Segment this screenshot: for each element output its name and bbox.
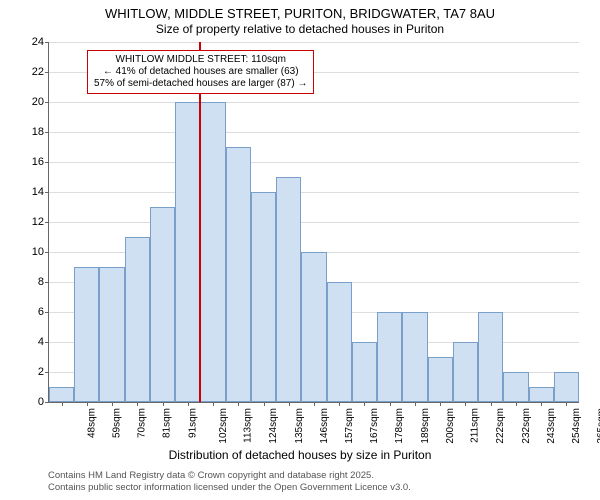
plot-area: 02468101214161820222448sqm59sqm70sqm81sq…	[48, 42, 579, 403]
ytick-label: 20	[32, 96, 49, 108]
gridline	[49, 222, 579, 223]
ytick-label: 24	[32, 36, 49, 48]
xtick-label: 189sqm	[420, 408, 431, 444]
xtick-mark	[440, 402, 441, 406]
xtick-mark	[289, 402, 290, 406]
xtick-label: 211sqm	[470, 408, 481, 443]
histogram-bar	[99, 267, 124, 402]
ytick-label: 16	[32, 156, 49, 168]
xtick-label: 157sqm	[344, 408, 355, 444]
xtick-mark	[390, 402, 391, 406]
attribution-line: Contains public sector information licen…	[48, 482, 411, 494]
chart-container: WHITLOW, MIDDLE STREET, PURITON, BRIDGWA…	[0, 0, 600, 500]
histogram-bar	[503, 372, 528, 402]
chart-title: WHITLOW, MIDDLE STREET, PURITON, BRIDGWA…	[0, 6, 600, 21]
xtick-mark	[541, 402, 542, 406]
ytick-label: 18	[32, 126, 49, 138]
reference-line	[199, 42, 201, 402]
ytick-label: 0	[38, 396, 49, 408]
annotation-line: 57% of semi-detached houses are larger (…	[94, 78, 307, 90]
attribution-line: Contains HM Land Registry data © Crown c…	[48, 470, 411, 482]
ytick-label: 4	[38, 336, 49, 348]
xtick-mark	[264, 402, 265, 406]
histogram-bar	[175, 102, 200, 402]
xtick-mark	[163, 402, 164, 406]
ytick-label: 2	[38, 366, 49, 378]
annotation-line: WHITLOW MIDDLE STREET: 110sqm	[94, 54, 307, 66]
gridline	[49, 42, 579, 43]
histogram-bar	[554, 372, 579, 402]
histogram-bar	[327, 282, 352, 402]
xtick-label: 48sqm	[86, 408, 97, 438]
histogram-bar	[402, 312, 427, 402]
histogram-bar	[352, 342, 377, 402]
histogram-bar	[529, 387, 554, 402]
xtick-mark	[516, 402, 517, 406]
xtick-label: 91sqm	[187, 408, 198, 438]
chart-subtitle: Size of property relative to detached ho…	[0, 22, 600, 36]
histogram-bar	[74, 267, 99, 402]
xtick-label: 59sqm	[111, 408, 122, 438]
histogram-bar	[377, 312, 402, 402]
xtick-label: 102sqm	[218, 408, 229, 444]
histogram-bar	[453, 342, 478, 402]
xtick-mark	[364, 402, 365, 406]
histogram-bar	[200, 102, 225, 402]
xtick-mark	[62, 402, 63, 406]
histogram-bar	[428, 357, 453, 402]
xtick-mark	[238, 402, 239, 406]
xtick-label: 222sqm	[496, 408, 507, 444]
xtick-label: 146sqm	[319, 408, 330, 444]
xtick-mark	[87, 402, 88, 406]
ytick-label: 12	[32, 216, 49, 228]
histogram-bar	[478, 312, 503, 402]
ytick-label: 14	[32, 186, 49, 198]
histogram-bar	[251, 192, 276, 402]
xtick-label: 113sqm	[242, 408, 253, 443]
annotation-line: ← 41% of detached houses are smaller (63…	[94, 66, 307, 78]
xtick-label: 70sqm	[137, 408, 148, 438]
xtick-mark	[339, 402, 340, 406]
gridline	[49, 132, 579, 133]
x-axis-label: Distribution of detached houses by size …	[0, 448, 600, 462]
ytick-label: 6	[38, 306, 49, 318]
xtick-label: 232sqm	[521, 408, 532, 444]
gridline	[49, 102, 579, 103]
xtick-mark	[213, 402, 214, 406]
ytick-label: 8	[38, 276, 49, 288]
ytick-label: 10	[32, 246, 49, 258]
ytick-label: 22	[32, 66, 49, 78]
histogram-bar	[125, 237, 150, 402]
xtick-label: 135sqm	[294, 408, 305, 444]
gridline	[49, 192, 579, 193]
xtick-label: 265sqm	[596, 408, 600, 444]
histogram-bar	[49, 387, 74, 402]
annotation-box: WHITLOW MIDDLE STREET: 110sqm← 41% of de…	[87, 50, 314, 94]
histogram-bar	[150, 207, 175, 402]
xtick-mark	[188, 402, 189, 406]
histogram-bar	[276, 177, 301, 402]
xtick-label: 81sqm	[162, 408, 173, 438]
xtick-mark	[491, 402, 492, 406]
xtick-label: 178sqm	[395, 408, 406, 444]
histogram-bar	[226, 147, 251, 402]
xtick-label: 167sqm	[369, 408, 380, 444]
xtick-mark	[415, 402, 416, 406]
xtick-mark	[465, 402, 466, 406]
xtick-label: 124sqm	[268, 408, 279, 444]
histogram-bar	[301, 252, 326, 402]
xtick-mark	[314, 402, 315, 406]
gridline	[49, 162, 579, 163]
xtick-label: 200sqm	[445, 408, 456, 444]
xtick-mark	[112, 402, 113, 406]
xtick-mark	[566, 402, 567, 406]
xtick-label: 254sqm	[571, 408, 582, 444]
xtick-label: 243sqm	[546, 408, 557, 444]
attribution: Contains HM Land Registry data © Crown c…	[48, 470, 411, 494]
xtick-mark	[137, 402, 138, 406]
